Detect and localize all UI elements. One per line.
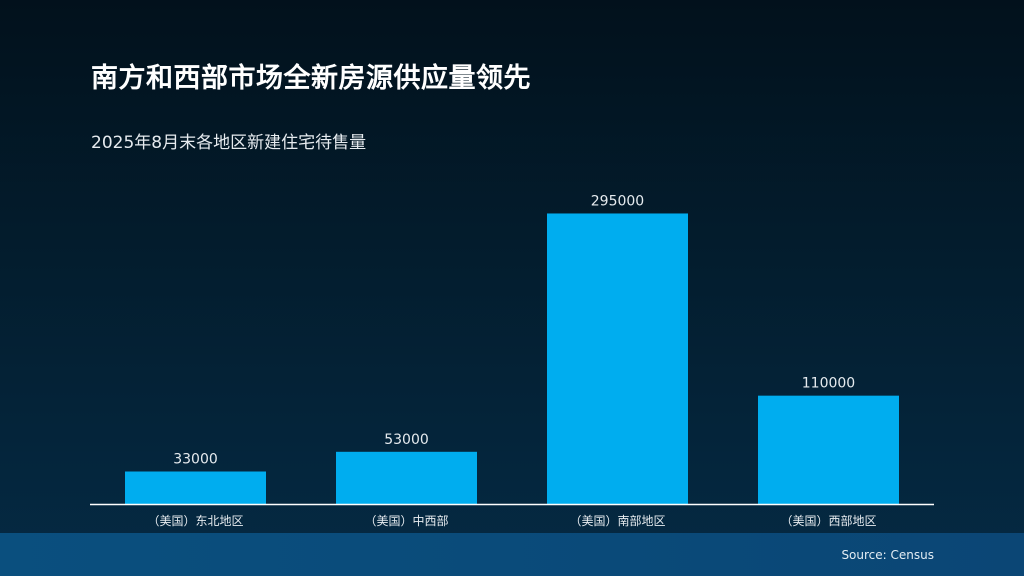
bar-2 [336,451,477,504]
footer-band [0,533,1024,576]
category-label-4: （美国）西部地区 [780,513,876,528]
data-label-3: 295000 [591,193,644,209]
chart-subtitle: 2025年8月末各地区新建住宅待售量 [91,133,367,153]
data-label-4: 110000 [802,376,855,392]
category-label-3: （美国）南部地区 [569,513,665,528]
data-label-1: 33000 [173,452,218,468]
category-label-2: （美国）中西部 [364,513,448,528]
source-note: Source: Census [841,548,934,562]
bar-1 [125,471,266,504]
category-label-1: （美国）东北地区 [147,514,243,528]
bar-3 [547,213,688,504]
slide-title: 南方和西部市场全新房源供应量领先 [91,63,531,94]
bar-4 [758,395,899,504]
data-label-2: 53000 [384,432,429,448]
